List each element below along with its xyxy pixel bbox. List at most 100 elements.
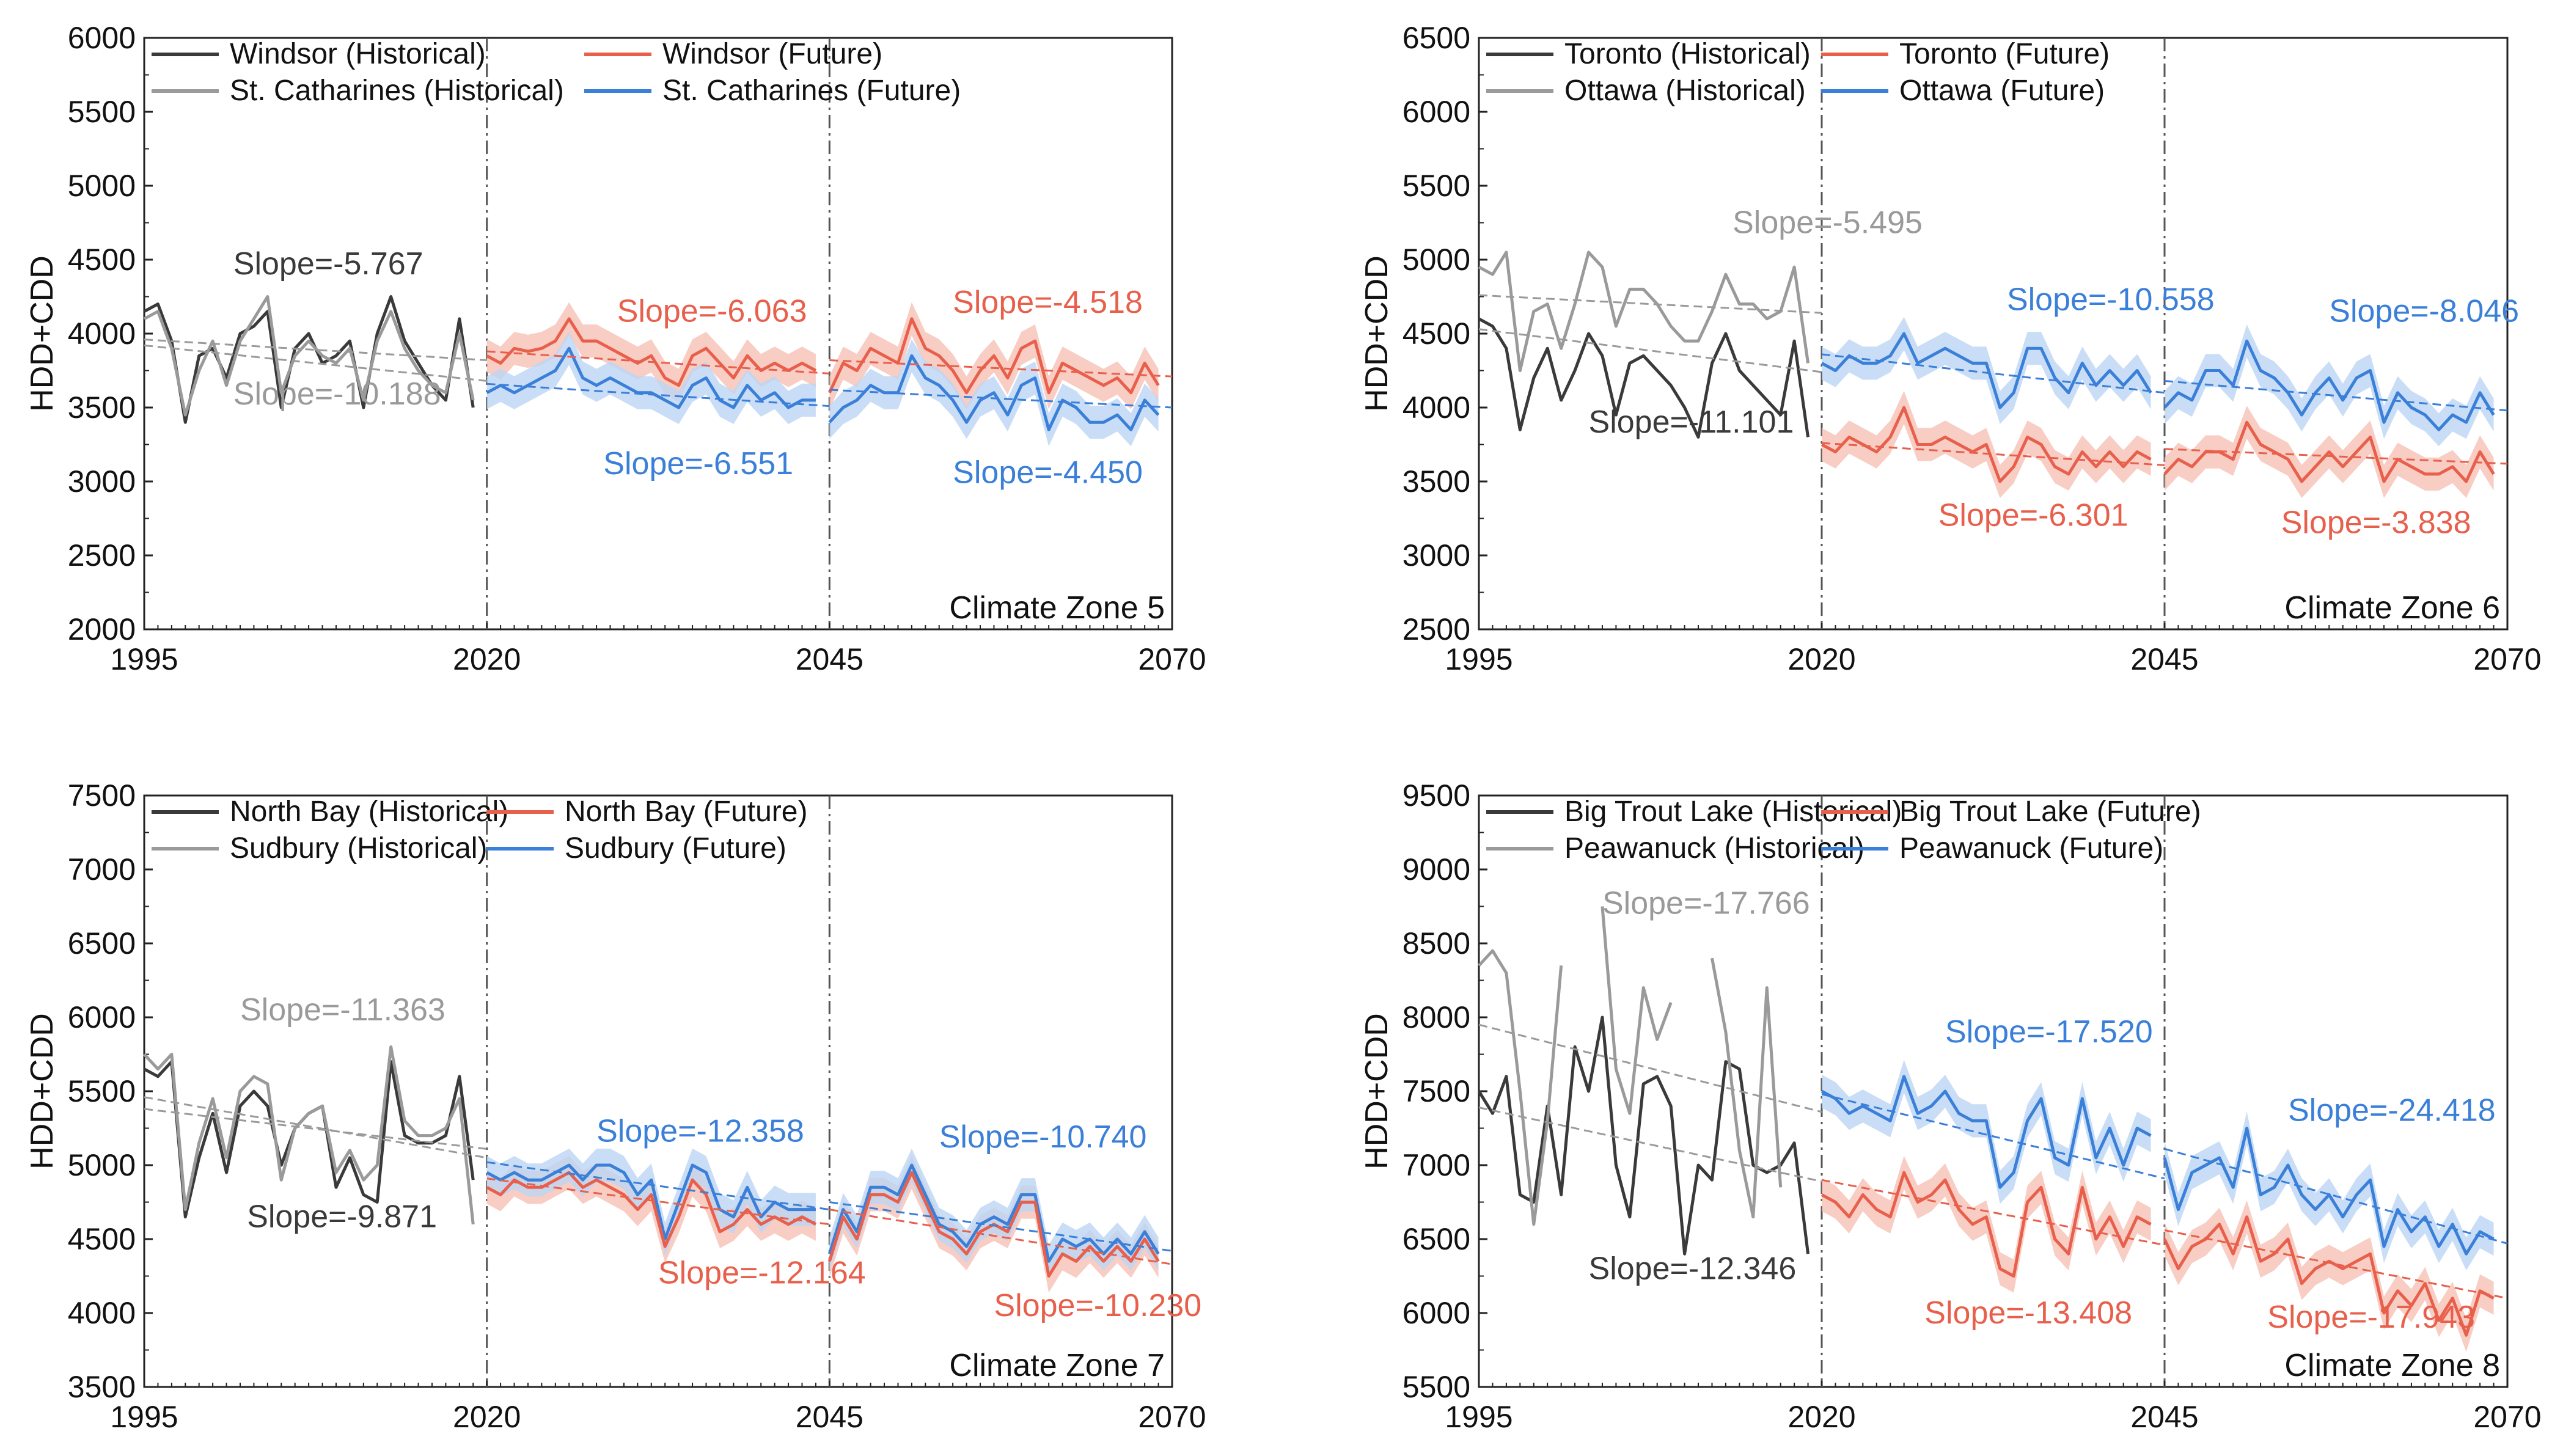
future-series-line-red — [486, 317, 817, 387]
uncertainty-band-blue — [829, 1148, 1159, 1278]
trend-line — [1478, 294, 1822, 314]
future-series-line-red — [486, 1171, 817, 1248]
x-tick-label: 1995 — [1445, 1400, 1513, 1434]
y-tick-label: 8500 — [1402, 926, 1470, 960]
plot-frame — [143, 37, 1173, 631]
x-tick-label: 2070 — [1138, 1400, 1206, 1434]
x-tick-label: 1995 — [110, 642, 178, 676]
climate-zone-title: Climate Zone 6 — [2284, 590, 2500, 626]
legend-entry: Big Trout Lake (Future) — [1899, 796, 2201, 828]
legend-entry: Ottawa (Historical) — [1564, 75, 1806, 107]
historical-series-line-peawanuck-historical — [1478, 949, 1563, 1226]
chart-panel-2: 2500 3000 3500 4000 4500 5000 5500 6000 6500 1995… — [1359, 21, 2542, 676]
trend-line — [486, 1161, 830, 1211]
slope-annotation: Slope=-10.740 — [939, 1119, 1147, 1155]
climate-zone-title: Climate Zone 5 — [949, 590, 1165, 626]
y-tick-label: 6500 — [1402, 21, 1470, 55]
trend-line — [829, 1209, 1173, 1265]
trend-line — [144, 1108, 487, 1150]
y-tick-label: 4500 — [1402, 316, 1470, 351]
y-tick-label: 5500 — [1402, 169, 1470, 203]
slope-annotation: Slope=-10.230 — [994, 1288, 1201, 1323]
y-tick-label: 3500 — [68, 390, 136, 425]
uncertainty-band-red — [486, 1155, 816, 1264]
y-tick-label: 6000 — [68, 1000, 136, 1034]
climate-zone-title: Climate Zone 8 — [2284, 1348, 2500, 1383]
future-series-line-blue — [2163, 339, 2495, 431]
slope-annotation: Slope=-17.943 — [2267, 1300, 2475, 1335]
y-tick-label: 4500 — [68, 1222, 136, 1256]
slope-annotation: Slope=-6.063 — [617, 294, 807, 329]
slope-annotation: Slope=-11.363 — [240, 992, 446, 1028]
trend-line — [2164, 379, 2508, 412]
y-axis-label: HDD+CDD — [1359, 255, 1395, 412]
y-tick-label: 5500 — [1402, 1370, 1470, 1404]
y-tick-label: 7000 — [68, 852, 136, 887]
legend-entry: Toronto (Historical) — [1564, 38, 1811, 70]
trend-line — [144, 344, 487, 382]
y-tick-label: 4000 — [68, 316, 136, 351]
future-series-line-red — [827, 1171, 1160, 1278]
x-tick-label: 2045 — [796, 642, 864, 676]
uncertainty-band-blue — [486, 332, 816, 425]
historical-series-line-toronto-historical — [1478, 317, 1810, 439]
slope-annotation: Slope=-11.101 — [1589, 404, 1794, 440]
y-tick-label: 7000 — [1402, 1148, 1470, 1182]
historical-series-line-peawanuck-historical — [1711, 957, 1783, 1219]
slope-annotation: Slope=-17.766 — [1602, 886, 1810, 921]
x-tick-label: 1995 — [110, 1400, 178, 1434]
slope-annotation: Slope=-4.518 — [953, 285, 1143, 320]
future-series-line-blue — [486, 1163, 816, 1241]
chart-panel-3: 3500 4000 4500 5000 5500 6000 6500 7000 7500 1995… — [24, 778, 1206, 1434]
future-series-line-blue — [1821, 1075, 2152, 1189]
uncertainty-band-blue — [486, 1148, 816, 1256]
future-series-line-red — [1821, 1171, 2152, 1278]
y-tick-label: 6500 — [68, 926, 136, 960]
y-tick-label: 6500 — [1402, 1222, 1470, 1256]
y-tick-label: 4500 — [68, 243, 136, 277]
legend-entry: Sudbury (Historical) — [230, 832, 487, 865]
y-tick-label: 6000 — [68, 21, 136, 55]
trend-line — [2164, 1147, 2508, 1245]
x-tick-label: 1995 — [1445, 642, 1513, 676]
y-tick-label: 7500 — [68, 778, 136, 813]
trend-line — [1821, 1093, 2165, 1180]
legend-entry: North Bay (Future) — [565, 796, 807, 828]
slope-annotation: Slope=-10.188 — [233, 376, 441, 412]
x-tick-label: 2045 — [796, 1400, 864, 1434]
historical-series-line-north-bay-historical — [143, 1060, 475, 1219]
slope-annotation: Slope=-8.046 — [2329, 294, 2519, 329]
trend-line — [1821, 353, 2165, 394]
trend-line — [829, 389, 1173, 409]
legend-entry: St. Catharines (Future) — [662, 75, 961, 107]
x-tick-label: 2045 — [2130, 642, 2198, 676]
slope-annotation: Slope=-5.767 — [233, 246, 424, 282]
y-tick-label: 6000 — [1402, 95, 1470, 129]
legend-entry: North Bay (Historical) — [230, 796, 508, 828]
slope-annotation: Slope=-3.838 — [2281, 505, 2471, 541]
y-tick-label: 2500 — [68, 538, 136, 573]
legend-entry: Sudbury (Future) — [565, 832, 787, 865]
x-tick-label: 2070 — [1138, 642, 1206, 676]
trend-line — [144, 1096, 487, 1159]
plot-frame — [1478, 37, 2509, 631]
historical-series-line-big-trout-lake-historical — [1477, 1015, 1810, 1256]
legend-entry: St. Catharines (Historical) — [230, 75, 564, 107]
y-tick-label: 5000 — [68, 1148, 136, 1182]
slope-annotation: Slope=-10.558 — [2007, 282, 2215, 317]
slope-annotation: Slope=-12.346 — [1589, 1251, 1797, 1286]
slope-annotation: Slope=-13.408 — [1924, 1295, 2132, 1331]
trend-line — [2164, 1229, 2508, 1300]
legend-entry: Ottawa (Future) — [1899, 75, 2105, 107]
historical-series-line-sudbury-historical — [143, 1045, 475, 1225]
x-tick-label: 2020 — [453, 642, 521, 676]
chart-panel-4: 5500 6000 6500 7000 7500 8000 8500 9000 9500 1995… — [1359, 778, 2542, 1434]
y-axis-label: HDD+CDD — [24, 255, 60, 412]
trend-line — [486, 1177, 830, 1226]
historical-series-line-st-catharines-historical — [143, 295, 475, 417]
legend-entry: Windsor (Historical) — [230, 38, 486, 70]
y-tick-label: 5500 — [68, 95, 136, 129]
trend-line — [1821, 442, 2165, 466]
trend-line — [829, 1201, 1173, 1252]
y-tick-label: 8000 — [1402, 1000, 1470, 1034]
